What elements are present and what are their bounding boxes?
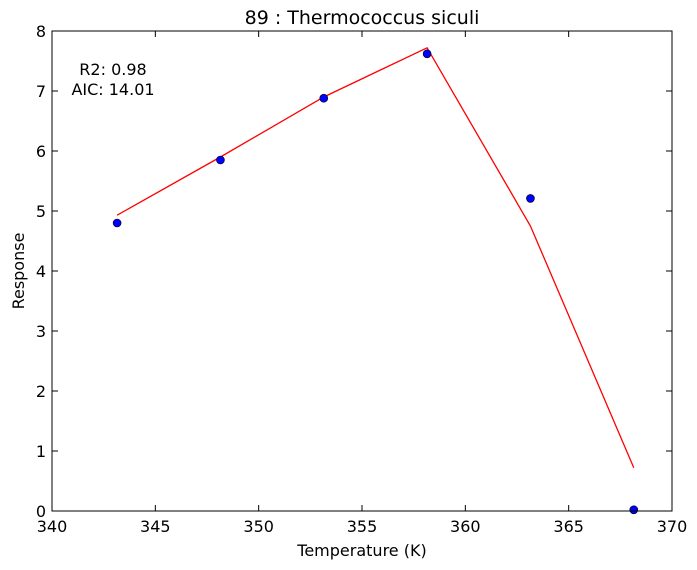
data-point	[526, 194, 535, 203]
fit-line	[116, 46, 635, 469]
x-tick-label: 345	[140, 517, 171, 536]
data-point	[112, 218, 122, 228]
plot-frame	[51, 30, 673, 512]
y-tick-label: 5	[36, 202, 46, 221]
r2-annotation: R2: 0.98	[79, 60, 146, 79]
x-tick-label: 350	[243, 517, 274, 536]
x-tick-label: 340	[37, 517, 68, 536]
chart-title: 89 : Thermococcus siculi	[245, 7, 480, 29]
y-tick-label: 7	[36, 82, 46, 101]
aic-annotation: AIC: 14.01	[71, 80, 154, 99]
x-tick-label: 365	[553, 517, 584, 536]
data-point	[422, 49, 432, 59]
series-layer	[112, 46, 639, 515]
y-tick-label: 3	[36, 322, 46, 341]
y-tick-label: 2	[36, 382, 46, 401]
data-point	[216, 155, 225, 165]
data-point	[629, 505, 639, 515]
y-axis-ticks: 0 1 2 3 4 5 6 7 8	[36, 22, 672, 521]
x-axis-label: Temperature (K)	[296, 541, 426, 560]
plot-area	[52, 31, 672, 511]
y-tick-label: 4	[36, 262, 46, 281]
y-axis-label: Response	[9, 233, 28, 310]
y-tick-label: 6	[36, 142, 46, 161]
data-point	[319, 93, 329, 103]
y-tick-label: 0	[36, 502, 46, 521]
y-tick-label: 1	[36, 442, 46, 461]
x-axis-ticks: 340 345 350 355 360 365 370	[37, 31, 688, 536]
x-tick-label: 360	[450, 517, 481, 536]
y-tick-label: 8	[36, 22, 46, 41]
x-tick-label: 355	[347, 517, 378, 536]
x-tick-label: 370	[657, 517, 688, 536]
